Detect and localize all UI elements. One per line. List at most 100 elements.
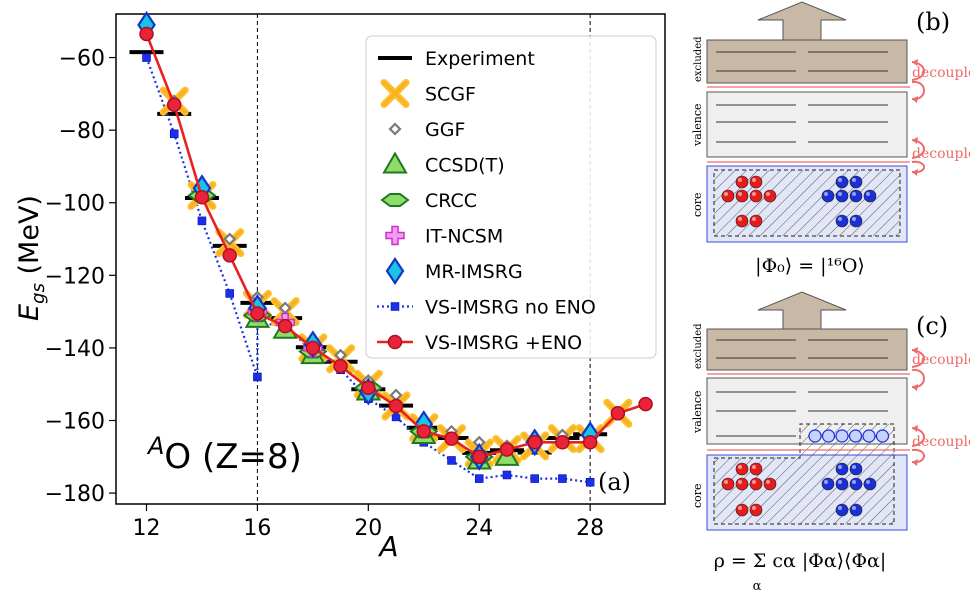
data-point-vs-imsrg-no-eno	[558, 474, 567, 483]
data-point-vs-imsrg-eno-shape	[638, 396, 653, 412]
proton	[763, 477, 777, 491]
core-label-c: core	[691, 483, 704, 508]
y-axis-label: Egs (MeV)	[14, 195, 49, 321]
neutron-highlight	[824, 480, 828, 484]
y-axis-label-main: E	[14, 304, 45, 321]
data-point-vs-imsrg-eno-shape	[277, 318, 293, 334]
neutron	[849, 189, 863, 203]
proton-highlight	[766, 192, 770, 196]
legend-marker-shape	[385, 257, 405, 285]
data-point-vs-imsrg-no-eno-shape	[502, 470, 512, 480]
decouple-arrow-head	[912, 347, 918, 354]
legend-label: VS-IMSRG +ENO	[425, 332, 582, 354]
data-point-vs-imsrg-eno-shape	[250, 306, 265, 321]
valence-label-c: valence	[691, 390, 704, 434]
neutron-highlight	[866, 480, 870, 484]
neutron	[849, 214, 863, 228]
legend-entry-vs-imsrg-eno: VS-IMSRG +ENO	[377, 332, 582, 354]
neutron-highlight	[838, 480, 842, 484]
data-point-vs-imsrg-eno	[638, 396, 653, 412]
proton-highlight	[752, 506, 756, 510]
data-point-vs-imsrg-no-eno	[585, 477, 595, 487]
svg-text:Egs (MeV): Egs (MeV)	[14, 195, 49, 321]
neutron-highlight	[838, 217, 842, 221]
x-tick-label: 16	[243, 516, 271, 541]
decouple-arrows-b	[911, 59, 925, 176]
proton	[763, 189, 777, 203]
legend-label: GGF	[425, 119, 465, 141]
proton	[735, 175, 749, 189]
y-tick-label: −120	[45, 264, 105, 289]
data-point-vs-imsrg-eno-shape	[471, 449, 487, 465]
panel-c-diagram: (c) excluded valence core decouple decou…	[691, 291, 970, 594]
data-point-vs-imsrg-eno	[499, 442, 515, 457]
proton	[721, 477, 735, 491]
neutron-highlight	[824, 192, 828, 196]
valence-neutron	[835, 429, 849, 443]
decouple-label-2-c: decouple	[912, 434, 970, 450]
x-tick-label: 28	[576, 516, 604, 541]
data-point-vs-imsrg-no-eno-shape	[197, 216, 207, 226]
proton	[735, 503, 749, 517]
data-point-vs-imsrg-no-eno-shape	[585, 477, 595, 487]
data-point-ggf	[223, 232, 237, 246]
data-point-vs-imsrg-eno	[416, 424, 432, 439]
legend-label: MR-IMSRG	[425, 261, 523, 283]
x-tick-label: 12	[133, 516, 161, 541]
panel-b-label: (b)	[916, 8, 950, 36]
legend-entries: Experiment SCGF GGF CCSD(T) CRCC IT-NCSM MR-IM…	[377, 48, 596, 354]
neutron-highlight	[838, 465, 842, 469]
x-axis-label: A	[377, 530, 398, 563]
legend-marker-shape	[380, 193, 410, 207]
proton-highlight	[724, 192, 728, 196]
data-point-vs-imsrg-eno	[222, 248, 237, 263]
neutron	[863, 189, 877, 203]
valence-neutron	[875, 429, 890, 443]
data-point-vs-imsrg-eno-shape	[166, 97, 182, 112]
proton	[735, 214, 749, 228]
legend-marker	[388, 122, 402, 136]
data-point-vs-imsrg-eno-shape	[444, 431, 459, 446]
decouple-arrow-head	[912, 59, 918, 66]
valence-space-box-b	[706, 91, 908, 158]
neutron-highlight	[852, 192, 856, 196]
decouple-arrow-head	[912, 425, 918, 432]
decouple-arrow	[911, 448, 925, 464]
decouple-label-2-b: decouple	[912, 146, 970, 162]
decouple-arrow	[911, 368, 925, 389]
data-point-vs-imsrg-no-eno-shape	[142, 53, 151, 62]
y-axis-label-sub: gs	[28, 283, 49, 304]
y-tick-label: −140	[45, 337, 105, 362]
neutron	[835, 214, 849, 228]
neutron	[821, 477, 835, 491]
proton-highlight	[766, 480, 770, 484]
decouple-arrow	[911, 160, 925, 174]
data-point-vs-imsrg-eno-shape	[139, 26, 154, 42]
proton-highlight	[752, 465, 756, 469]
legend-marker	[387, 334, 403, 350]
proton-highlight	[738, 465, 742, 469]
x-axis-ticks: 12 16 20 24 28	[133, 504, 604, 541]
legend-entry-mr-imsrg: MR-IMSRG	[385, 257, 523, 285]
data-point-vs-imsrg-eno	[166, 97, 182, 112]
y-axis-label-unit: (MeV)	[14, 195, 45, 283]
proton	[735, 462, 749, 476]
data-point-vs-imsrg-no-eno-shape	[253, 372, 262, 382]
neutron-highlight	[838, 178, 842, 182]
valence-label-b: valence	[691, 103, 704, 147]
neutron	[849, 175, 863, 189]
neutron-highlight	[838, 192, 842, 196]
x-tick-label: 24	[465, 516, 493, 541]
y-axis-ticks: −60 −80 −100 −120 −140 −160 −180	[45, 47, 116, 507]
series-layer	[129, 10, 653, 487]
chart-legend: Experiment SCGF GGF CCSD(T) CRCC IT-NCSM MR-IM…	[365, 35, 657, 359]
data-point-vs-imsrg-eno-shape	[416, 424, 432, 439]
legend-entry-ccsd-t: CCSD(T)	[382, 151, 505, 177]
data-point-vs-imsrg-eno-shape	[222, 248, 237, 263]
nucleus-annotation: AO (Z=8)	[146, 432, 302, 477]
legend-label: IT-NCSM	[425, 226, 503, 248]
density-matrix-sum-index: α	[753, 579, 762, 594]
excluded-space-box-c	[706, 328, 908, 371]
proton-highlight	[738, 178, 742, 182]
data-point-vs-imsrg-eno	[139, 26, 154, 42]
